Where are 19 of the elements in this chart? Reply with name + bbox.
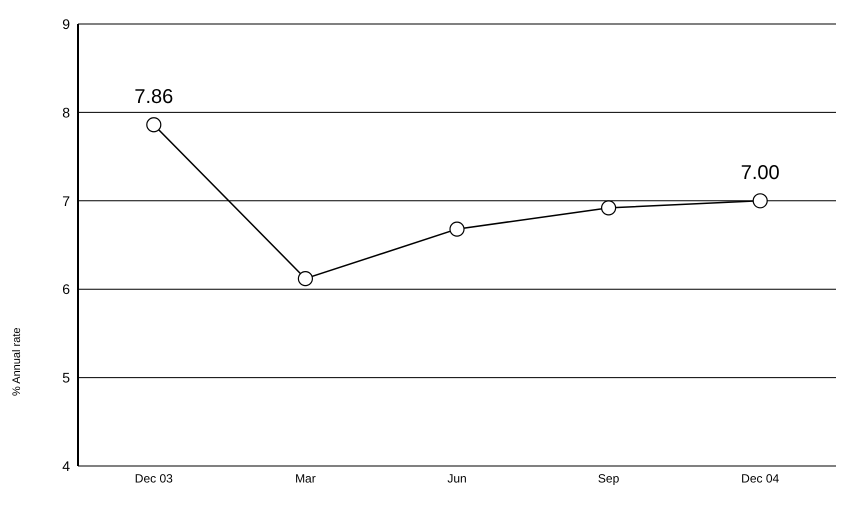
- point: [298, 270, 313, 286]
- x-tick-label: Dec 04: [741, 472, 780, 486]
- point: [752, 193, 768, 208]
- x-tick-label: Jun: [447, 472, 467, 486]
- y-tick-label: 6: [62, 281, 70, 298]
- point: [449, 221, 465, 237]
- data-label: 7.86: [134, 86, 174, 108]
- point: [601, 200, 616, 216]
- y-tick-label: 5: [62, 370, 70, 386]
- point: [146, 117, 162, 132]
- data-label: 7.00: [740, 162, 780, 184]
- y-tick-label: 9: [62, 16, 70, 32]
- y-tick-label: 4: [62, 458, 70, 474]
- y-tick-label: 8: [62, 104, 70, 120]
- x-tick-label: Sep: [598, 472, 620, 486]
- x-tick-label: Mar: [295, 472, 316, 486]
- x-tick-label: Dec 03: [134, 472, 174, 486]
- y-tick-label: 7: [62, 192, 70, 209]
- y-axis-title: % Annual rate: [11, 328, 23, 396]
